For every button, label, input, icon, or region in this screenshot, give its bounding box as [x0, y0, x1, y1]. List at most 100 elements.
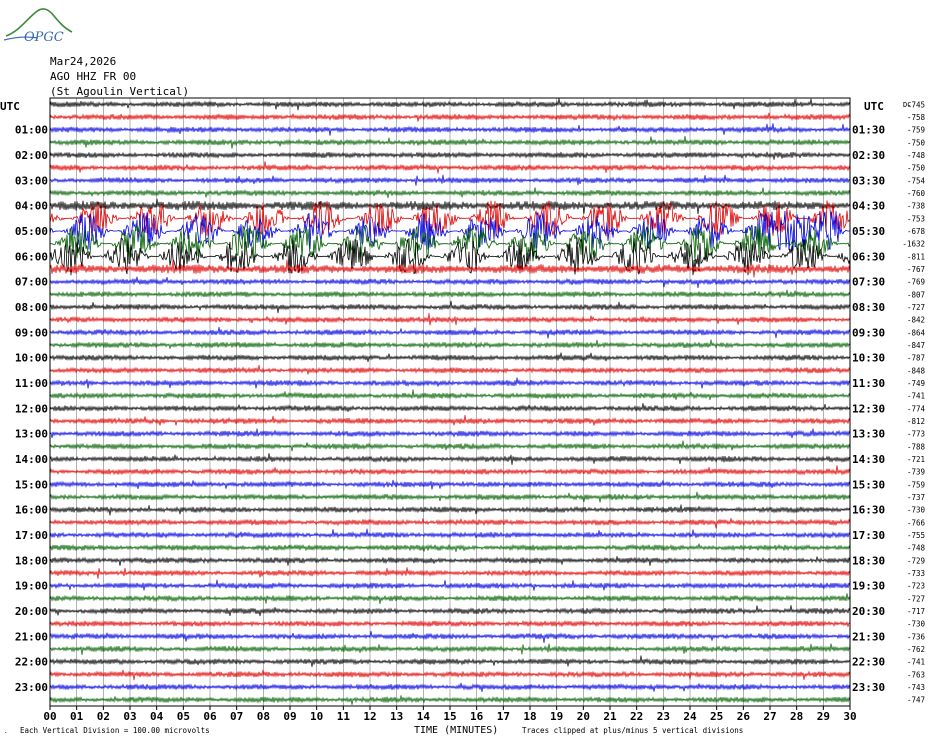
trace-line: [49, 300, 851, 314]
dc-offset-label: -766: [907, 518, 926, 527]
dc-offset-label: -741: [907, 392, 925, 401]
right-hour-label: 20:30: [852, 605, 885, 618]
left-hour-label: 04:00: [15, 200, 48, 213]
dc-offset-label: -747: [907, 696, 925, 705]
dc-offset-label: -739: [907, 468, 925, 477]
right-hour-label: 14:30: [852, 453, 885, 466]
trace-line: [49, 453, 851, 465]
trace-line: [49, 327, 851, 339]
x-tick-label: 24: [683, 710, 697, 723]
dc-offset-label: -748: [907, 544, 926, 553]
trace-line: [49, 543, 851, 553]
trace-line: [49, 579, 851, 591]
dc-offset-label: -754: [907, 176, 926, 185]
scale-note: Each Vertical Division = 100.00 microvol…: [20, 726, 210, 735]
x-tick-label: 18: [523, 710, 536, 723]
right-hour-label: 22:30: [852, 656, 885, 669]
right-hour-label: 06:30: [852, 250, 885, 263]
trace-line: [49, 593, 851, 604]
x-tick-label: 08: [257, 710, 270, 723]
x-tick-label: 04: [150, 710, 164, 723]
dc-offset-label: -748: [907, 151, 926, 160]
dc-offset-label: -760: [907, 189, 926, 198]
left-hour-label: 17:00: [15, 529, 48, 542]
trace-line: [49, 655, 851, 667]
left-hour-label: 19:00: [15, 580, 48, 593]
trace-line: [49, 528, 851, 539]
dc-offset-label: -743: [907, 683, 925, 692]
clip-note: Traces clipped at plus/minus 5 vertical …: [522, 726, 743, 735]
trace-line: [49, 289, 851, 299]
trace-line: [49, 198, 851, 215]
right-hour-label: 23:30: [852, 681, 885, 694]
x-tick-label: 15: [443, 710, 456, 723]
x-tick-label: 30: [843, 710, 856, 723]
trace-line: [49, 123, 851, 136]
dc-offset-label: -738: [907, 202, 926, 211]
right-hour-label: 07:30: [852, 276, 885, 289]
dc-offset-label: -759: [907, 126, 925, 135]
x-tick-label: 27: [763, 710, 776, 723]
corner-mark: .: [4, 728, 8, 735]
left-hour-label: 15:00: [15, 478, 48, 491]
channel-label: AGO HHZ FR 00: [50, 70, 137, 83]
dc-offset-label: -811: [907, 252, 925, 261]
trace-line: [49, 151, 851, 160]
dc-offset-label: -729: [907, 556, 925, 565]
dc-offset-label: -774: [907, 404, 926, 413]
x-tick-label: 11: [337, 710, 351, 723]
left-hour-label: 12:00: [15, 402, 48, 415]
left-hour-label: 09:00: [15, 326, 48, 339]
trace-line: [49, 389, 851, 401]
right-hour-label: 05:30: [852, 225, 885, 238]
left-hour-label: 18:00: [15, 554, 48, 567]
right-hour-label: 08:30: [852, 301, 885, 314]
trace-line: [49, 403, 851, 413]
dc-offset-label: -717: [907, 607, 925, 616]
trace-line: [49, 619, 851, 628]
right-hour-label: 04:30: [852, 200, 885, 213]
right-hour-label: 21:30: [852, 630, 885, 643]
trace-line: [49, 259, 851, 278]
dc-offset-label: -1632: [902, 240, 925, 249]
dc-offset-label: -727: [907, 594, 925, 603]
trace-line: [49, 161, 851, 174]
opgc-logo: OPGC: [3, 8, 73, 44]
right-hour-labels: 01:30 02:30 03:30 04:30 05:30 06:30 07:30 08:30…: [852, 124, 885, 694]
trace-line: [49, 174, 851, 186]
dc-offset-label: -763: [907, 670, 925, 679]
dc-offset-label: -767: [907, 265, 925, 274]
right-hour-label: 10:30: [852, 352, 885, 365]
dc-offset-label: -759: [907, 480, 925, 489]
x-tick-label: 07: [230, 710, 243, 723]
trace-line: [49, 428, 851, 439]
dc-offset-label: -733: [907, 569, 925, 578]
dc-offset-label: -847: [907, 341, 925, 350]
dc-offset-label: -750: [907, 164, 926, 173]
trace-line: [49, 479, 851, 490]
left-hour-label: 03:00: [15, 174, 48, 187]
left-hour-label: 10:00: [15, 352, 48, 365]
dc-offset-label: -730: [907, 620, 926, 629]
right-hour-label: 01:30: [852, 124, 885, 137]
left-hour-label: 05:00: [15, 225, 48, 238]
dc-offset-label: -750: [907, 138, 926, 147]
trace-line: [49, 695, 851, 705]
x-tick-label: 28: [790, 710, 803, 723]
right-hour-label: 09:30: [852, 326, 885, 339]
trace-line: [49, 415, 851, 426]
right-hour-label: 16:30: [852, 504, 885, 517]
trace-line: [49, 504, 851, 516]
logo-text: OPGC: [24, 30, 64, 44]
left-hour-label: 06:00: [15, 250, 48, 263]
dc-offset-label: -737: [907, 493, 925, 502]
dc-offset-label: -736: [907, 632, 926, 641]
dc-offset-label: -727: [907, 303, 925, 312]
trace-line: [49, 491, 851, 503]
left-hour-label: 20:00: [15, 605, 48, 618]
trace-line: [49, 210, 850, 251]
dc-offset-label: -787: [907, 354, 925, 363]
trace-line: [49, 364, 851, 375]
trace-line: [50, 224, 851, 262]
trace-line: [49, 352, 851, 362]
